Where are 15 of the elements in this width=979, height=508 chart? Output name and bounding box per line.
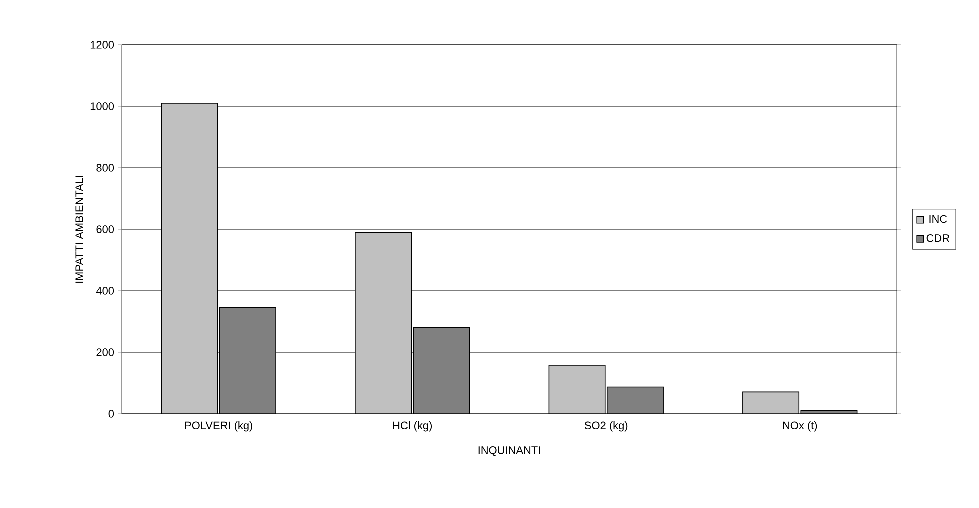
y-tick-label: 1200 [90,41,114,49]
legend-label: INC [930,215,948,224]
y-tick-label: 600 [96,226,114,234]
x-tick-label: POLVERI (kg) [185,422,252,432]
x-tick-label: HCl (kg) [393,422,432,432]
legend-label: CDR [926,234,950,242]
y-tick-label: 200 [96,348,114,356]
y-tick-label: 1000 [90,102,114,110]
y-tick-label: 0 [108,410,114,418]
y-tick-label: 400 [96,287,114,295]
x-tick-label: NOx (t) [783,422,818,432]
y-axis-title: IMPATTI AMBIENTALI [76,176,84,283]
y-tick-label: 800 [96,164,114,172]
x-tick-label: SO2 (kg) [584,422,628,432]
x-axis-title: INQUINANTI [478,446,540,456]
